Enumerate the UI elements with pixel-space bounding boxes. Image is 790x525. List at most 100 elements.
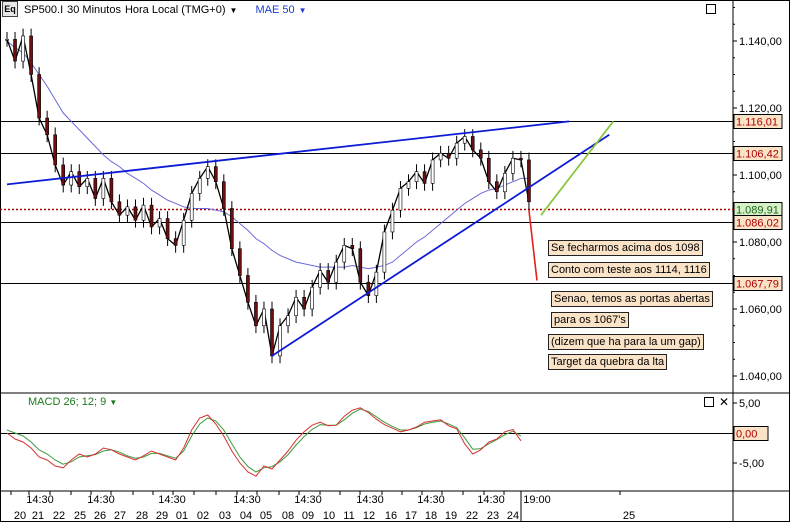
x-day-label: 25 [74, 510, 86, 522]
equity-icon[interactable]: Eq [2, 1, 18, 17]
macd-y-tick-label: -5,00 [739, 458, 764, 470]
price-candle [438, 152, 443, 161]
price-candle [262, 308, 266, 327]
annotation-note: para os 1067's [551, 312, 629, 328]
price-candle [486, 157, 491, 183]
price-candle [446, 152, 451, 159]
x-day-label: 03 [219, 510, 231, 522]
price-candle [141, 204, 146, 221]
indicator-dropdown-icon[interactable]: ▼ [298, 5, 307, 15]
x-day-label: 23 [487, 510, 499, 522]
macd-line [6, 407, 522, 477]
price-candle [165, 218, 170, 239]
price-candle [406, 181, 411, 189]
timeframe-label[interactable]: 30 Minutos [67, 4, 121, 16]
price-candle [350, 245, 355, 250]
y-tick-label: 1.040,00 [739, 371, 782, 383]
x-day-label: 16 [385, 510, 397, 522]
price-candle [93, 178, 98, 199]
x-day-label: 25 [623, 510, 635, 522]
price-line [6, 33, 530, 357]
price-candle [125, 206, 130, 216]
price-candle [246, 275, 250, 303]
price-candle [278, 325, 282, 357]
x-time-label: 14:30 [233, 494, 261, 506]
annotation-note: Se fecharmos acima dos 1098 [548, 240, 703, 256]
price-candle [503, 173, 507, 193]
price-candle [238, 248, 242, 276]
indicator-label[interactable]: MAE 50 [255, 4, 295, 16]
price-candle [294, 296, 298, 316]
macd-dropdown-icon[interactable]: ▼ [109, 398, 118, 407]
x-day-label: 21 [32, 510, 44, 522]
macd-signal-line [6, 408, 522, 473]
ma-line [6, 40, 529, 270]
price-candle [527, 159, 531, 203]
macd-y-tick-label: 5,00 [739, 398, 760, 410]
x-day-label: 20 [14, 510, 26, 522]
price-candle [230, 208, 234, 250]
price-candle [37, 74, 41, 119]
price-candle [101, 178, 106, 199]
price-candle [181, 219, 186, 246]
price-tag-label: 1.116,01 [736, 117, 778, 129]
y-tick-label: 1.060,00 [739, 304, 782, 316]
price-candle [470, 136, 475, 151]
y-tick-label: 1.080,00 [739, 237, 782, 249]
x-time-label: 14:30 [158, 494, 186, 506]
x-day-label: 18 [425, 510, 437, 522]
price-tag-label: 1.067,79 [736, 279, 779, 291]
x-day-label: 04 [240, 510, 252, 522]
x-day-label: 08 [282, 510, 294, 522]
symbol-label[interactable]: SP500.I [24, 4, 64, 16]
price-candle [77, 171, 82, 188]
price-tag-label: 1.086,02 [736, 218, 779, 230]
x-time-label: 19:00 [523, 494, 551, 506]
red-projection-arrow [528, 210, 538, 281]
price-candle [109, 178, 114, 203]
y-tick-label: 1.120,00 [739, 103, 782, 115]
price-candle [213, 166, 218, 182]
price-candle [5, 39, 9, 41]
timezone-label[interactable]: Hora Local (TMG+0) [124, 4, 226, 16]
macd-value-tag [733, 426, 769, 441]
x-day-label: 24 [507, 510, 519, 522]
x-day-label: 01 [176, 510, 188, 522]
x-day-label: 12 [363, 510, 375, 522]
price-candle [358, 248, 363, 283]
x-day-label: 10 [323, 510, 335, 522]
price-candle [519, 157, 523, 161]
x-day-label: 29 [156, 510, 168, 522]
price-candle [302, 296, 306, 310]
price-candle [189, 193, 194, 221]
price-tag-label: 1.089,91 [736, 205, 779, 217]
x-time-label: 14:30 [294, 494, 322, 506]
price-candle [511, 157, 515, 174]
price-candle [390, 209, 395, 233]
trendline-upper-resistance [6, 120, 570, 186]
price-candle [462, 136, 467, 144]
x-day-label: 05 [260, 510, 272, 522]
timezone-dropdown-icon[interactable]: ▼ [229, 5, 238, 15]
macd-maximize-icon[interactable] [704, 397, 714, 407]
green-projection-arrow [540, 120, 614, 216]
price-candle [133, 206, 138, 221]
price-candle [61, 164, 66, 186]
macd-value-tag-label: 0,00 [736, 429, 757, 441]
x-day-label: 26 [94, 510, 106, 522]
price-candle [398, 188, 403, 211]
price-candle [318, 270, 322, 288]
price-candle [85, 178, 90, 188]
macd-label[interactable]: MACD 26; 12; 9 ▼ [28, 396, 117, 408]
trendline-lta-support [271, 134, 610, 357]
x-time-label: 14:30 [477, 494, 505, 506]
price-candle [13, 39, 17, 62]
price-candle [45, 117, 49, 136]
maximize-icon[interactable] [706, 4, 716, 14]
price-candle [29, 35, 33, 75]
x-time-label: 14:30 [356, 494, 384, 506]
macd-close-icon[interactable]: ✕ [719, 395, 730, 409]
annotation-note: (dizem que ha para la um gap) [548, 334, 704, 350]
annotation-note: Conto com teste aos 1114, 1116 [548, 262, 710, 278]
